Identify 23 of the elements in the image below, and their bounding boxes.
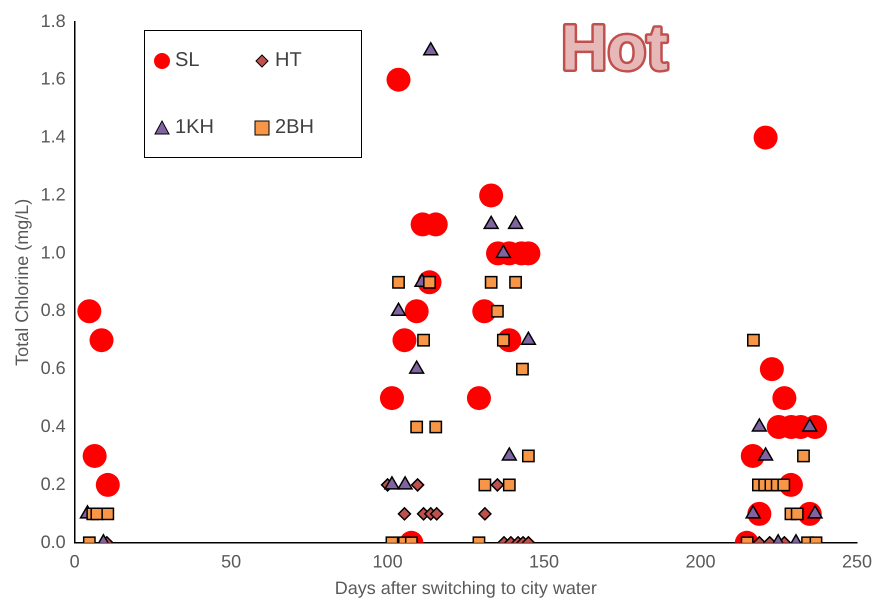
- y-tick-label: 0.6: [40, 358, 66, 378]
- y-tick-label: 1.2: [40, 184, 66, 204]
- legend-label: HT: [275, 49, 302, 72]
- y-tick-label: 0.2: [40, 474, 66, 494]
- y-axis-title: Total Chlorine (mg/L): [12, 198, 32, 366]
- y-tick-label: 0.0: [40, 532, 66, 552]
- y-tick-label: 0.4: [40, 416, 66, 436]
- y-tick-label: 1.6: [40, 68, 66, 89]
- legend-label: 1KH: [175, 116, 214, 139]
- x-tick-label: 250: [842, 552, 872, 572]
- chart-title: Hot: [561, 11, 668, 84]
- y-tick-label: 1.4: [40, 126, 66, 147]
- x-tick-label: 50: [221, 552, 242, 572]
- x-tick-label: 0: [70, 552, 80, 572]
- x-axis-title: Days after switching to city water: [334, 578, 597, 598]
- y-tick-label: 0.8: [40, 300, 66, 320]
- y-tick-label: 1.0: [40, 242, 66, 262]
- x-tick-label: 200: [685, 552, 716, 572]
- legend-label: 2BH: [275, 116, 314, 139]
- x-tick-label: 150: [529, 552, 560, 572]
- x-tick-label: 100: [372, 552, 403, 572]
- y-tick-label: 1.8: [40, 10, 66, 31]
- legend-label: SL: [175, 49, 200, 72]
